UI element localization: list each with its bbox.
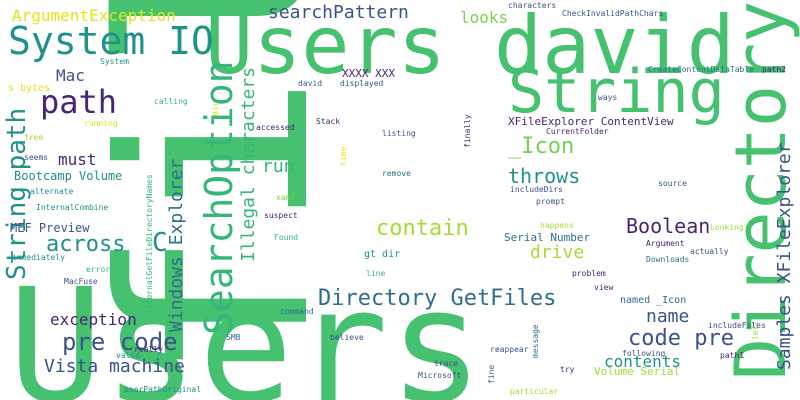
word-path: path	[40, 83, 118, 121]
word-searchpattern: searchPattern	[268, 2, 409, 23]
word-microsoft: Microsoft	[418, 371, 462, 380]
word-contents: contents	[604, 352, 682, 371]
word-code-pre: code pre	[628, 326, 734, 351]
word-includedirs: includeDirs	[510, 185, 563, 194]
word-source: source	[658, 179, 687, 188]
word-suspect: suspect	[264, 211, 298, 220]
word-system: System	[100, 57, 129, 66]
word-bootcamp-volume: Bootcamp Volume	[14, 169, 123, 183]
word-line: line	[366, 269, 386, 278]
word-checkinvalidpathchars: CheckInvalidPathChars	[562, 9, 664, 18]
word-system-io: System IO	[8, 19, 214, 63]
word-icon: _Icon	[508, 134, 575, 159]
word-characters: characters	[508, 1, 557, 10]
word-looks: looks	[460, 8, 509, 27]
word-error: error	[86, 265, 111, 274]
word-problem: problem	[572, 269, 606, 278]
word-serial-number: Serial Number	[504, 231, 591, 244]
word-argumentexception: ArgumentException	[12, 6, 176, 25]
word-samples-xfileexplorer: Samples XFileExplorer	[774, 142, 795, 370]
word-displayed: displayed	[340, 79, 384, 88]
word-gt-dir: gt dir	[364, 249, 401, 260]
word-xfileexplorer-contentview: XFileExplorer ContentView	[508, 115, 674, 128]
word-includefiles: includeFiles	[708, 321, 766, 330]
word-directory-getfiles: Directory GetFiles	[318, 286, 557, 311]
word-trace: trace	[434, 359, 459, 368]
word-must: must	[58, 150, 97, 169]
word-view: view	[594, 283, 614, 292]
word-vista-machine: Vista machine	[44, 356, 185, 377]
word-across: across	[46, 232, 126, 257]
word-string: String	[508, 57, 725, 127]
word-running: running	[84, 119, 118, 128]
word-currentfolder: CurrentFolder	[546, 127, 609, 136]
word-try: try	[560, 365, 575, 374]
word-run: run	[262, 156, 295, 177]
word-valid: valid	[116, 351, 141, 360]
word-downloads: Downloads	[646, 255, 690, 264]
word-immediately: immediately	[12, 253, 65, 262]
word-mac: Mac	[56, 66, 85, 85]
word-fine: fine	[487, 364, 496, 384]
word-name: name	[646, 306, 690, 327]
word-illegal-characters: Illegal characters	[238, 66, 259, 262]
word-remove: remove	[382, 169, 411, 178]
word-pre-code: pre code	[62, 328, 178, 356]
word-drive: drive	[530, 242, 585, 263]
word-happens: happens	[540, 221, 574, 230]
word-argument: Argument	[646, 239, 685, 248]
word-windows-explorer: Windows Explorer	[166, 158, 187, 332]
word-named-icon: named _Icon	[620, 295, 687, 306]
word-path1: path1	[720, 351, 745, 360]
word-volume-serial: Volume Serial	[594, 365, 681, 378]
word-smb: SMB	[226, 333, 241, 342]
word-finally: finally	[463, 114, 472, 148]
word-boolean: Boolean	[626, 214, 711, 238]
word-macfuse: MacFuse	[64, 277, 98, 286]
word-xxxx-xxx: XXXX XXX	[342, 67, 395, 80]
word-users-david: Users david	[205, 0, 735, 92]
word-message: message	[531, 324, 540, 358]
word-userpathoriginal: userPathOriginal	[124, 385, 202, 394]
word-following: following	[622, 349, 666, 358]
word-time: time	[339, 146, 348, 166]
word-really: really	[134, 345, 163, 354]
word-dir: dir	[211, 101, 220, 116]
word-internalcombine: InternalCombine	[36, 203, 109, 212]
word-free: free	[24, 133, 44, 142]
word-s-bytes: s bytes	[8, 83, 51, 94]
word-prompt: prompt	[536, 197, 565, 206]
word-calling: calling	[154, 97, 188, 106]
word-reappear: reappear	[490, 345, 529, 354]
word-createcontentdatatable: CreateContentDataTable	[648, 65, 754, 74]
word-stack: Stack	[316, 117, 341, 126]
word-found: Found	[274, 233, 299, 242]
word-actually: actually	[690, 247, 729, 256]
word-looking: Looking	[710, 223, 744, 232]
word-contain: contain	[376, 216, 469, 241]
word-throws: throws	[508, 164, 581, 188]
word-internalgetfiledirectorynames: InternalGetFileDirectoryNames	[145, 174, 154, 314]
word-david: david	[298, 79, 323, 88]
word-accessed: accessed	[256, 123, 295, 132]
word-users-large: Users	[8, 255, 484, 400]
word-believe: believe	[330, 333, 364, 342]
word-path2: path2	[762, 65, 787, 74]
word-c: C	[152, 228, 168, 258]
word-listing: listing	[382, 129, 416, 138]
word-xaml: xaml	[276, 193, 296, 202]
word-mef-preview: MEF Preview	[10, 221, 90, 235]
word-alternate: alternate	[30, 187, 74, 196]
word-ways: ways	[598, 93, 618, 102]
word-seems: seems	[24, 153, 49, 162]
word-command: command	[280, 307, 314, 316]
word-exception: exception	[50, 310, 137, 329]
word-particular: particular	[510, 387, 559, 396]
